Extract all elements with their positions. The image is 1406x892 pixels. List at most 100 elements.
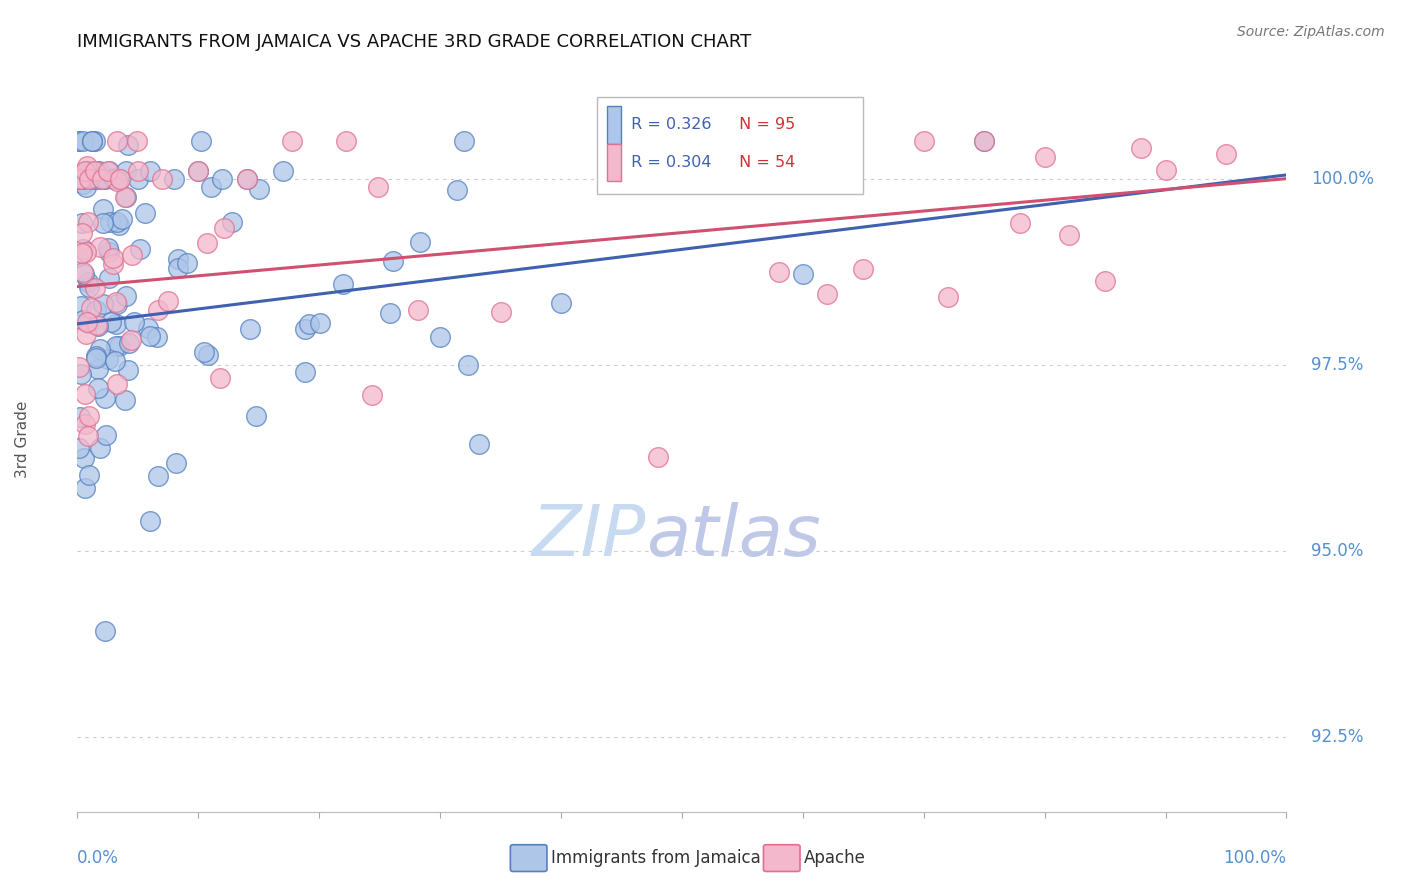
Point <box>76 315 98 329</box>
Point <box>1154 163 1177 178</box>
Point <box>98 245 121 260</box>
Text: 97.5%: 97.5% <box>1310 356 1362 374</box>
Point <box>1010 216 1032 230</box>
Point <box>86 302 108 317</box>
Point <box>195 236 218 251</box>
Point <box>105 174 128 188</box>
Point <box>69 299 91 313</box>
Point <box>115 288 138 302</box>
Bar <box>607 106 621 144</box>
Text: N = 54: N = 54 <box>734 154 796 169</box>
Point <box>105 297 128 311</box>
Point <box>489 305 512 319</box>
Point <box>139 164 162 178</box>
Point <box>1057 227 1080 242</box>
Text: 95.0%: 95.0% <box>1310 542 1362 560</box>
Point <box>96 164 118 178</box>
Point <box>72 134 94 148</box>
Point <box>75 417 97 432</box>
Point <box>86 381 108 395</box>
Point <box>211 171 233 186</box>
Point <box>235 171 257 186</box>
Point <box>105 377 128 392</box>
Point <box>309 316 332 330</box>
Point <box>94 171 117 186</box>
Point <box>69 171 91 186</box>
Point <box>367 180 389 194</box>
Point <box>80 134 103 148</box>
Point <box>163 171 186 186</box>
Point <box>671 134 693 148</box>
Point <box>67 441 90 455</box>
Point <box>110 211 132 226</box>
Point <box>101 251 124 265</box>
Point <box>156 293 179 308</box>
Point <box>79 171 101 186</box>
Point <box>94 624 117 639</box>
Point <box>148 303 170 318</box>
Point <box>792 268 814 282</box>
Point <box>108 171 131 186</box>
Bar <box>598 96 863 194</box>
Point <box>89 240 111 254</box>
Point <box>97 351 120 366</box>
Point <box>73 481 96 495</box>
Point <box>76 164 98 178</box>
Point <box>87 361 110 376</box>
Point <box>84 164 107 178</box>
Point <box>453 134 475 148</box>
Point <box>187 164 209 178</box>
Point <box>214 220 236 235</box>
Point <box>75 387 97 401</box>
Point <box>97 164 120 178</box>
Text: ZIP: ZIP <box>531 501 645 571</box>
Point <box>72 313 94 327</box>
Point <box>108 218 131 232</box>
Point <box>146 330 169 344</box>
Point <box>190 134 212 148</box>
Point <box>146 469 169 483</box>
Text: 100.0%: 100.0% <box>1223 849 1286 867</box>
Point <box>67 171 90 186</box>
Point <box>378 306 401 320</box>
Point <box>105 215 128 229</box>
Text: 92.5%: 92.5% <box>1310 728 1364 747</box>
Text: R = 0.326: R = 0.326 <box>626 118 711 133</box>
Point <box>72 243 94 257</box>
Point <box>150 171 173 186</box>
Point <box>936 290 959 304</box>
Point <box>271 164 294 178</box>
Point <box>127 171 149 186</box>
Point <box>647 450 669 465</box>
Point <box>77 275 100 289</box>
Point <box>91 297 114 311</box>
Point <box>294 321 316 335</box>
Point <box>101 257 124 271</box>
Point <box>117 363 139 377</box>
Point <box>80 134 103 148</box>
Point <box>75 180 97 194</box>
Point <box>70 216 93 230</box>
Point <box>73 164 96 178</box>
Point <box>73 451 96 466</box>
Point <box>83 281 105 295</box>
Point <box>104 317 127 331</box>
Point <box>239 322 262 336</box>
Point <box>1033 150 1056 164</box>
Text: IMMIGRANTS FROM JAMAICA VS APACHE 3RD GRADE CORRELATION CHART: IMMIGRANTS FROM JAMAICA VS APACHE 3RD GR… <box>77 34 752 52</box>
Point <box>1130 141 1153 155</box>
Point <box>77 215 100 229</box>
Point <box>108 339 131 353</box>
Point <box>76 429 98 443</box>
Point <box>80 171 103 186</box>
Point <box>134 206 156 220</box>
Point <box>98 271 121 285</box>
Point <box>103 171 125 186</box>
Point <box>104 354 127 368</box>
Point <box>335 134 357 148</box>
Point <box>108 171 131 186</box>
Point <box>1215 147 1237 161</box>
Point <box>1094 274 1116 288</box>
Text: 0.0%: 0.0% <box>77 849 120 867</box>
Point <box>77 280 100 294</box>
